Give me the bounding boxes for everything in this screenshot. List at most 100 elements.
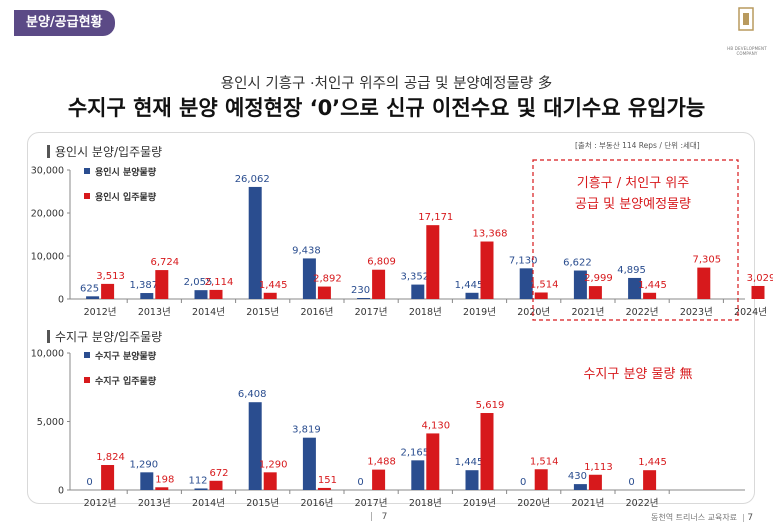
chart2-bar-supply xyxy=(465,470,479,490)
chart1-xtick-label: 2021년 xyxy=(571,307,604,318)
chart2-xtick-label: 2021년 xyxy=(571,498,604,509)
chart1-xtick-label: 2017년 xyxy=(355,307,388,318)
chart1-bar-movein xyxy=(155,270,169,299)
company-logo: HB DEVELOPMENT COMPANY xyxy=(722,4,772,64)
chart2-ytick-label: 10,000 xyxy=(31,349,64,360)
chart2-data-label: 1,824 xyxy=(96,452,125,463)
chart1-xtick-label: 2023년 xyxy=(680,307,713,318)
chart2-xtick-label: 2020년 xyxy=(517,498,550,509)
chart2-bar-movein xyxy=(588,474,602,490)
chart1-legend-swatch xyxy=(84,168,90,174)
chart2-data-label: 1,290 xyxy=(259,459,288,470)
chart2-xtick-label: 2017년 xyxy=(355,498,388,509)
chart2-data-label: 6,408 xyxy=(238,389,267,400)
chart1-data-label: 7,305 xyxy=(692,255,721,266)
chart1-data-label: 1,445 xyxy=(638,280,667,291)
chart2-legend-swatch xyxy=(84,352,90,358)
chart2-bar-supply xyxy=(573,484,587,490)
chart1-xtick-label: 2022년 xyxy=(626,307,659,318)
chart1-data-label: 3,352 xyxy=(400,272,429,283)
page-headline: 수지구 현재 분양 예정현장 ‘0’으로 신규 이전수요 및 대기수요 유입가능 xyxy=(67,96,706,120)
chart2-bar-supply xyxy=(411,460,425,490)
chart2-data-label: 3,819 xyxy=(292,425,321,436)
chart1-title-bar xyxy=(47,145,50,158)
chart1-data-label: 625 xyxy=(80,283,99,294)
chart1-legend-label: 용인시 분양물량 xyxy=(95,166,157,178)
chart2-ytick-label: 5,000 xyxy=(37,417,64,428)
chart2-data-label: 1,113 xyxy=(584,462,613,473)
chart1-annotation-line: 기흥구 / 처인구 위주 xyxy=(577,176,689,191)
chart2-data-label: 0 xyxy=(520,477,526,488)
chart2-legend-swatch xyxy=(84,377,90,383)
source-note: [출처 : 부동산 114 Reps / 단위 :세대] xyxy=(575,141,700,150)
chart2-bar-supply xyxy=(194,488,208,490)
chart1-data-label: 2,892 xyxy=(313,274,342,285)
chart1-xtick-label: 2013년 xyxy=(138,307,171,318)
chart1-xtick-label: 2019년 xyxy=(463,307,496,318)
chart1-bar-supply xyxy=(302,258,316,299)
chart2-data-label: 1,514 xyxy=(530,456,559,467)
chart2-data-label: 112 xyxy=(188,475,207,486)
chart1-ytick-label: 20,000 xyxy=(31,209,64,220)
chart2-xtick-label: 2015년 xyxy=(246,498,279,509)
chart-panel xyxy=(27,132,755,504)
chart2-bar-supply xyxy=(302,437,316,490)
chart1-xtick-label: 2014년 xyxy=(192,307,225,318)
chart2-data-label: 5,619 xyxy=(476,400,505,411)
chart1-bar-movein xyxy=(263,292,277,299)
chart1-bar-movein xyxy=(697,267,711,299)
chart1-xtick-label: 2015년 xyxy=(246,307,279,318)
chart1-bar-supply xyxy=(248,186,262,299)
chart2-legend-label: 수지구 입주물량 xyxy=(95,375,157,387)
chart1-bar-movein xyxy=(643,292,657,299)
chart1-data-label: 6,724 xyxy=(150,257,179,268)
chart1-bar-supply xyxy=(519,268,533,299)
chart1-ytick-label: 0 xyxy=(58,295,64,306)
chart2-data-label: 430 xyxy=(568,471,587,482)
chart1-xtick-label: 2012년 xyxy=(84,307,117,318)
chart2-title: 수지구 분양/입주물량 xyxy=(55,330,163,344)
chart2-xtick-label: 2014년 xyxy=(192,498,225,509)
chart1-data-label: 1,387 xyxy=(129,280,158,291)
chart1-annotation-line: 공급 및 분양예정물량 xyxy=(575,197,691,212)
chart1-bar-movein xyxy=(317,286,331,299)
chart2-data-label: 1,290 xyxy=(129,459,158,470)
chart1-bar-supply xyxy=(573,270,587,299)
chart2-data-label: 2,165 xyxy=(400,447,429,458)
chart1-data-label: 6,622 xyxy=(563,258,592,269)
chart1-ytick-label: 10,000 xyxy=(31,252,64,263)
chart1-data-label: 26,062 xyxy=(235,174,270,185)
chart1-data-label: 2,114 xyxy=(205,277,234,288)
chart1-data-label: 1,445 xyxy=(259,280,288,291)
chart1-legend-swatch xyxy=(84,193,90,199)
chart2-bar-movein xyxy=(263,472,277,490)
chart1-bar-movein xyxy=(588,286,602,299)
chart1-bar-movein xyxy=(751,285,765,299)
chart1-bar-supply xyxy=(465,292,479,299)
chart2-annotation: 수지구 분양 물량 無 xyxy=(583,367,692,382)
chart2-bar-movein xyxy=(480,413,494,490)
chart1-data-label: 6,809 xyxy=(367,257,396,268)
chart1-data-label: 3,513 xyxy=(96,271,125,282)
chart1-xtick-label: 2018년 xyxy=(409,307,442,318)
chart1-data-label: 13,368 xyxy=(473,229,508,240)
chart2-xtick-label: 2022년 xyxy=(626,498,659,509)
chart1-data-label: 2,999 xyxy=(584,273,613,284)
chart2-bar-movein xyxy=(372,469,386,490)
chart2-data-label: 1,445 xyxy=(638,457,667,468)
chart1-bar-supply xyxy=(628,277,642,299)
chart1-data-label: 1,514 xyxy=(530,279,559,290)
chart2-data-label: 672 xyxy=(209,468,228,479)
chart1-bar-supply xyxy=(140,293,154,299)
chart2-data-label: 4,130 xyxy=(421,420,450,431)
chart1-data-label: 230 xyxy=(351,285,370,296)
chart1-data-label: 9,438 xyxy=(292,245,321,256)
chart2-title-bar xyxy=(47,330,50,343)
chart1-data-label: 2,055 xyxy=(184,277,213,288)
chart1-bar-movein xyxy=(209,289,223,299)
chart1-bar-supply xyxy=(194,290,208,299)
chart2-xtick-label: 2018년 xyxy=(409,498,442,509)
chart2-bar-movein xyxy=(155,487,169,490)
chart2-data-label: 0 xyxy=(86,477,92,488)
